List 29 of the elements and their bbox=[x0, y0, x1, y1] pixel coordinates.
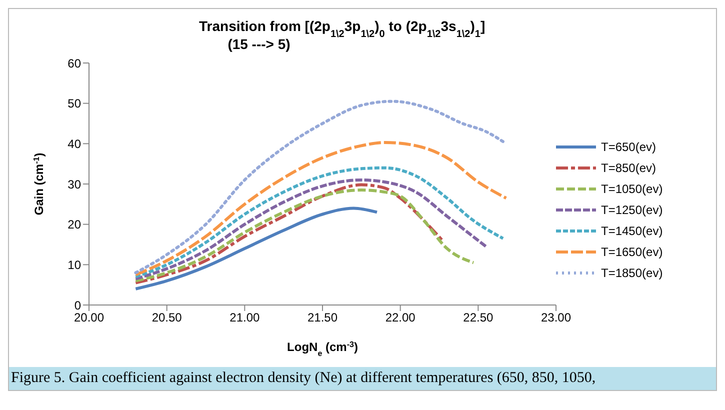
x-tick-label: 21.00 bbox=[230, 310, 260, 325]
y-tick-label: 60 bbox=[68, 56, 82, 70]
line-series bbox=[134, 206, 378, 290]
legend-label: T=650(ev) bbox=[601, 140, 656, 154]
y-tick-label: 20 bbox=[68, 218, 82, 232]
x-tick-label: 22.50 bbox=[463, 310, 494, 325]
x-tick-label: 22.00 bbox=[385, 310, 416, 325]
caption: Figure 5. Gain coefficient against electron density (Ne) at different temperatures (650, 850, 1050, bbox=[9, 367, 716, 390]
x-tick-label: 23.00 bbox=[540, 310, 572, 325]
y-tick-label: 30 bbox=[68, 177, 82, 192]
x-axis-title: LogN$_{e}$ (cm$^{-3}$) bbox=[287, 340, 358, 358]
y-tick-label: 50 bbox=[68, 96, 82, 111]
legend-label: T=1850(ev) bbox=[601, 266, 663, 280]
y-tick-label: 10 bbox=[68, 258, 82, 272]
x-tick-label: 20.00 bbox=[74, 310, 104, 325]
y-tick-label: 40 bbox=[68, 136, 82, 151]
line-series bbox=[134, 178, 488, 280]
line-series bbox=[134, 183, 444, 284]
legend-label: T=850(ev) bbox=[601, 161, 656, 175]
x-tick-label: 21.50 bbox=[307, 310, 338, 325]
y-tick-label: 0 bbox=[74, 298, 82, 312]
line-series bbox=[134, 140, 508, 276]
line-series bbox=[134, 188, 475, 282]
legend-label: T=1450(ev) bbox=[601, 224, 663, 238]
x-tick-label: 20.50 bbox=[152, 310, 182, 325]
legend-label: T=1050(ev) bbox=[601, 182, 663, 196]
legend-label: T=1250(ev) bbox=[601, 203, 663, 217]
legend-label: T=1650(ev) bbox=[601, 245, 663, 259]
line-series bbox=[134, 166, 505, 278]
